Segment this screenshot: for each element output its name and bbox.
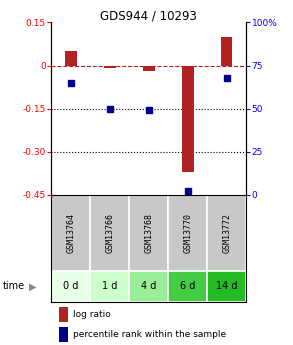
- Text: GSM13772: GSM13772: [222, 213, 231, 253]
- Bar: [129, 271, 168, 302]
- Text: GSM13768: GSM13768: [144, 213, 153, 253]
- Text: ▶: ▶: [29, 282, 37, 291]
- Bar: [59, 327, 68, 342]
- Bar: [221, 37, 232, 66]
- Text: time: time: [3, 282, 25, 291]
- Bar: [59, 307, 68, 322]
- Bar: [90, 271, 129, 302]
- Text: 14 d: 14 d: [216, 282, 237, 291]
- Text: GSM13766: GSM13766: [105, 213, 114, 253]
- Title: GDS944 / 10293: GDS944 / 10293: [100, 9, 197, 22]
- Bar: [129, 195, 168, 271]
- Bar: [143, 66, 154, 71]
- Bar: [104, 66, 115, 68]
- Bar: [168, 195, 207, 271]
- Bar: [182, 66, 193, 172]
- Text: log ratio: log ratio: [73, 310, 110, 319]
- Text: GSM13770: GSM13770: [183, 213, 192, 253]
- Text: percentile rank within the sample: percentile rank within the sample: [73, 330, 226, 339]
- Text: 1 d: 1 d: [102, 282, 117, 291]
- Bar: [207, 271, 246, 302]
- Text: GSM13764: GSM13764: [66, 213, 75, 253]
- Bar: [65, 51, 76, 66]
- Text: 0 d: 0 d: [63, 282, 79, 291]
- Bar: [90, 195, 129, 271]
- Bar: [168, 271, 207, 302]
- Text: 4 d: 4 d: [141, 282, 156, 291]
- Bar: [51, 195, 90, 271]
- Bar: [51, 271, 90, 302]
- Text: 6 d: 6 d: [180, 282, 195, 291]
- Bar: [207, 195, 246, 271]
